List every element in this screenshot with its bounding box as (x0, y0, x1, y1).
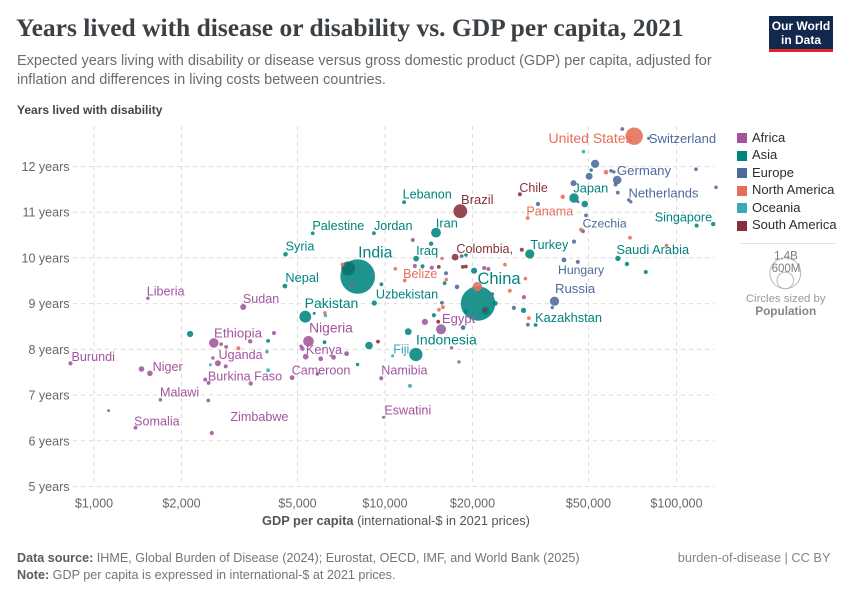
svg-text:11 years: 11 years (22, 206, 69, 220)
svg-text:$1,000: $1,000 (75, 497, 113, 511)
svg-text:Brazil: Brazil (461, 192, 494, 207)
svg-text:Netherlands: Netherlands (628, 185, 699, 200)
svg-text:Liberia: Liberia (147, 284, 185, 298)
svg-text:Switzerland: Switzerland (649, 131, 716, 146)
svg-text:$5,000: $5,000 (278, 497, 316, 511)
svg-text:Burkina Faso: Burkina Faso (208, 369, 282, 383)
svg-text:Circles sized by: Circles sized by (746, 293, 826, 305)
svg-text:Lebanon: Lebanon (403, 187, 452, 201)
svg-text:Kazakhstan: Kazakhstan (535, 310, 602, 325)
svg-text:12 years: 12 years (22, 160, 70, 174)
svg-text:9 years: 9 years (29, 297, 70, 311)
svg-text:Pakistan: Pakistan (305, 295, 359, 311)
svg-text:6 years: 6 years (29, 434, 70, 448)
svg-text:Cameroon: Cameroon (292, 364, 351, 378)
svg-text:10 years: 10 years (22, 251, 70, 265)
svg-text:Syria: Syria (286, 239, 315, 253)
svg-text:Namibia: Namibia (381, 364, 427, 378)
svg-text:Belize: Belize (403, 267, 437, 281)
svg-text:Jordan: Jordan (374, 219, 413, 233)
svg-text:Malawi: Malawi (160, 385, 199, 399)
svg-text:1.4B: 1.4B (774, 250, 798, 262)
svg-text:Russia: Russia (555, 281, 596, 296)
svg-text:Nepal: Nepal (285, 270, 318, 285)
svg-text:Zimbabwe: Zimbabwe (230, 410, 288, 424)
svg-text:Burundi: Burundi (71, 350, 114, 364)
svg-text:5 years: 5 years (29, 480, 70, 494)
svg-text:$2,000: $2,000 (162, 497, 200, 511)
svg-text:7 years: 7 years (29, 389, 70, 403)
svg-text:Hungary: Hungary (558, 263, 605, 277)
svg-text:Fiji: Fiji (393, 343, 409, 357)
svg-text:Somalia: Somalia (134, 414, 180, 428)
svg-text:Panama: Panama (526, 204, 573, 218)
svg-text:Turkey: Turkey (531, 238, 569, 252)
svg-text:Czechia: Czechia (583, 216, 627, 230)
svg-text:India: India (358, 244, 392, 261)
svg-text:$10,000: $10,000 (362, 497, 407, 511)
svg-text:China: China (477, 270, 521, 288)
svg-text:$20,000: $20,000 (450, 497, 495, 511)
svg-text:Kenya: Kenya (306, 342, 343, 357)
svg-text:Indonesia: Indonesia (416, 332, 477, 348)
svg-text:Colombia,: Colombia, (456, 242, 513, 256)
svg-text:United States: United States (548, 130, 632, 146)
svg-text:$50,000: $50,000 (566, 497, 611, 511)
svg-text:Uzbekistan: Uzbekistan (376, 287, 438, 301)
svg-text:Japan: Japan (573, 180, 608, 195)
svg-text:$100,000: $100,000 (650, 497, 702, 511)
svg-text:Iran: Iran (436, 216, 458, 231)
svg-text:600M: 600M (772, 262, 801, 274)
svg-text:Saudi Arabia: Saudi Arabia (617, 242, 690, 257)
svg-text:Population: Population (755, 304, 816, 318)
svg-text:8 years: 8 years (29, 343, 70, 357)
svg-text:Ethiopia: Ethiopia (214, 326, 263, 341)
svg-text:Iraq: Iraq (416, 243, 438, 258)
svg-text:Sudan: Sudan (243, 292, 279, 306)
svg-text:Egypt: Egypt (442, 311, 476, 326)
svg-text:Uganda: Uganda (219, 348, 263, 362)
svg-text:Niger: Niger (153, 360, 183, 374)
svg-text:Palestine: Palestine (312, 219, 364, 233)
svg-text:Chile: Chile (519, 181, 548, 195)
svg-text:Germany: Germany (617, 163, 672, 178)
svg-text:Nigeria: Nigeria (309, 320, 353, 335)
svg-text:Singapore: Singapore (655, 210, 712, 224)
svg-text:Eswatini: Eswatini (384, 403, 431, 417)
